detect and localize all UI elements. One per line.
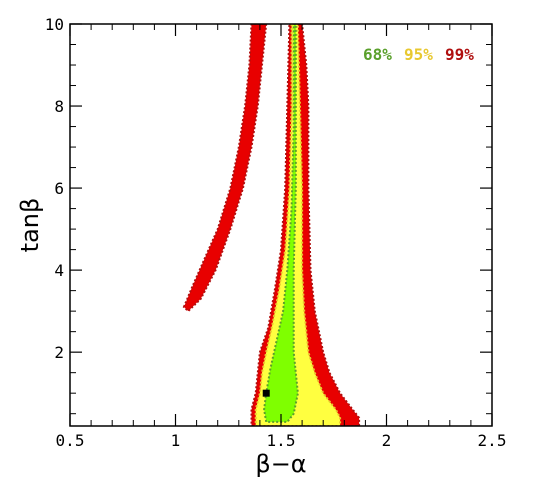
region-99-outline-0 xyxy=(182,24,268,313)
region-95-polygon-0 xyxy=(255,24,341,426)
x-tick-label: 1 xyxy=(171,431,181,450)
region-99-polygon-0 xyxy=(183,24,267,312)
confidence-region-outlines xyxy=(182,24,361,426)
axis-ticks xyxy=(69,23,493,426)
x-tick-label: 0.5 xyxy=(56,431,85,450)
legend-entry-68: 68% xyxy=(363,45,392,64)
y-tick-label: 10 xyxy=(45,15,64,34)
y-tick-label: 4 xyxy=(54,261,64,280)
legend: 68% 95% 99% xyxy=(363,45,474,64)
y-axis-label: tanβ xyxy=(16,198,44,253)
region-95-outline-0 xyxy=(254,24,342,426)
y-tick-label: 6 xyxy=(54,179,64,198)
x-axis-label: β−α xyxy=(255,450,306,478)
y-tick-label: 8 xyxy=(54,97,64,116)
legend-entry-95: 95% xyxy=(404,45,433,64)
region-68-outline-0 xyxy=(263,24,299,423)
region-68-polygon-0 xyxy=(264,24,298,422)
confidence-regions xyxy=(183,24,360,426)
x-tick-label: 1.5 xyxy=(267,431,296,450)
x-tick-label: 2.5 xyxy=(478,431,507,450)
legend-entry-99: 99% xyxy=(445,45,474,64)
region-99-outline-1 xyxy=(250,24,361,426)
y-tick-labels: 2 4 6 8 10 xyxy=(45,15,64,362)
best-fit-marker-layer xyxy=(262,389,270,397)
x-tick-label: 2 xyxy=(382,431,392,450)
y-tick-label: 2 xyxy=(54,343,64,362)
x-tick-labels: 0.5 1 1.5 2 2.5 xyxy=(56,431,507,450)
best-fit-marker xyxy=(262,389,270,397)
